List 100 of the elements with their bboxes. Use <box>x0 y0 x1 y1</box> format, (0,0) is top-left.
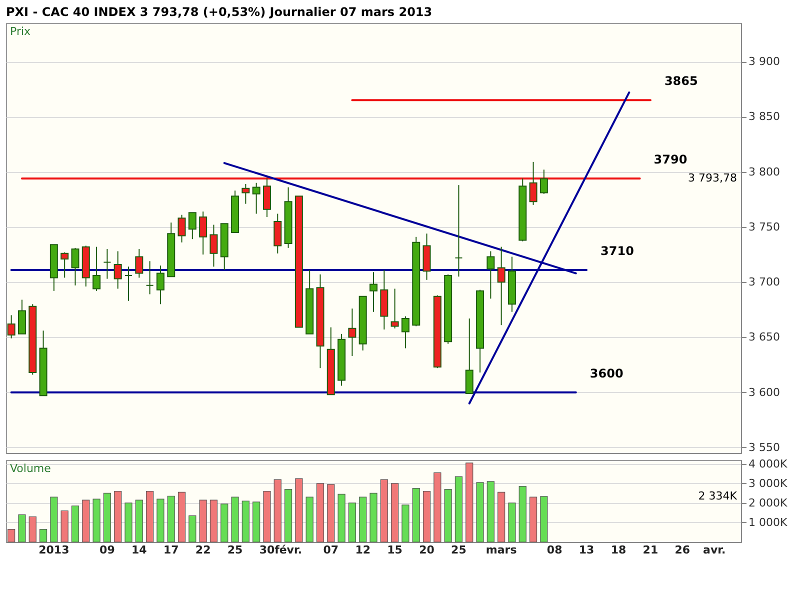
bar <box>103 492 111 542</box>
bar <box>359 496 367 542</box>
x-tick-label: 15 <box>387 544 402 556</box>
bar <box>39 529 48 542</box>
candlestick <box>103 248 112 280</box>
x-tick-label: 07 <box>323 544 339 556</box>
bar <box>242 500 250 542</box>
bar <box>529 496 538 542</box>
bar <box>316 483 324 542</box>
bar <box>402 504 410 542</box>
bar <box>71 506 80 542</box>
bar <box>199 500 207 542</box>
bar <box>60 510 68 542</box>
candlestick <box>124 266 132 302</box>
candlestick <box>529 161 538 206</box>
y-tick-label: 4 000K <box>748 457 788 470</box>
x-tick-label: 25 <box>451 544 466 556</box>
candlestick <box>18 299 26 334</box>
bar <box>476 482 484 542</box>
x-tick-label: févr. <box>274 544 302 556</box>
candlestick <box>199 211 208 256</box>
x-tick-label: 13 <box>578 544 594 556</box>
x-tick-label: 21 <box>642 544 658 556</box>
bar <box>167 496 175 542</box>
candlestick <box>401 316 410 349</box>
y-tick-label: 3 850 <box>748 110 780 124</box>
bar <box>252 502 260 542</box>
bar <box>348 502 356 542</box>
chart-title: PXI - CAC 40 INDEX 3 793,78 (+0,53%) Journalier 07 mars 2013 <box>6 5 432 19</box>
series-label: 3710 <box>600 244 634 258</box>
x-tick-label: 18 <box>610 544 626 556</box>
y-tick-label: 3 700 <box>748 276 780 289</box>
candlestick <box>210 224 218 268</box>
bar <box>156 498 164 542</box>
candlestick <box>540 169 548 194</box>
y-tick-label: 3 750 <box>748 220 780 234</box>
bar <box>135 500 143 542</box>
candlestick <box>252 182 260 214</box>
series-label: 3865 <box>664 74 698 88</box>
x-tick-label: 17 <box>163 544 179 556</box>
candlestick <box>465 318 474 394</box>
candlestick <box>71 247 80 286</box>
candlestick <box>146 260 154 295</box>
bar <box>284 488 292 542</box>
bar <box>188 515 196 542</box>
candlestick <box>454 184 463 278</box>
x-tick-label: 30 <box>259 544 275 556</box>
bar <box>18 514 26 542</box>
bar <box>466 462 474 542</box>
bar <box>92 498 100 542</box>
x-tick-label: 14 <box>131 544 148 556</box>
bar <box>391 483 399 542</box>
y-tick-label: 3 550 <box>748 440 780 454</box>
y-tick-label: 3 600 <box>748 386 780 399</box>
candlestick <box>370 272 378 312</box>
bar <box>178 492 186 542</box>
candlestick <box>262 178 271 218</box>
bar <box>8 529 16 542</box>
candlestick <box>348 308 356 356</box>
y-tick-label: 3 000K <box>748 476 788 490</box>
x-tick-label: 08 <box>546 544 562 556</box>
x-tick-label: avr. <box>703 544 726 556</box>
annotation: Prix <box>10 25 32 38</box>
x-tick-label: 09 <box>100 544 115 556</box>
y-tick-label: 1 000K <box>748 516 788 529</box>
bar <box>434 472 442 542</box>
annotation: Volume <box>10 462 52 475</box>
candlestick <box>156 265 164 305</box>
bar <box>486 481 494 542</box>
bar <box>338 494 346 542</box>
x-tick-label: 20 <box>419 544 435 556</box>
bar <box>518 486 526 542</box>
bar <box>498 492 506 542</box>
candlestick <box>242 183 250 204</box>
series-label: 3790 <box>654 152 688 166</box>
bar <box>412 488 420 542</box>
y-tick-label: 3 900 <box>748 55 780 68</box>
x-tick-label: mars <box>486 544 518 556</box>
y-tick-label: 3 800 <box>748 165 780 178</box>
x-tick-label: 12 <box>355 544 371 556</box>
x-tick-label: 26 <box>674 544 690 556</box>
bar <box>454 476 463 542</box>
bar <box>327 484 335 542</box>
candlestick <box>497 246 506 326</box>
bar <box>82 500 90 542</box>
bar <box>422 490 431 542</box>
series-label: 3600 <box>590 366 624 380</box>
bar <box>50 496 58 542</box>
x-tick-label: 2013 <box>38 544 70 556</box>
bar <box>220 504 228 542</box>
bar <box>124 502 132 542</box>
candlestick <box>390 288 399 329</box>
bar <box>444 488 452 542</box>
candlestick <box>486 250 495 300</box>
bar <box>210 500 218 542</box>
candlestick <box>92 246 101 292</box>
y-tick-label: 3 650 <box>748 330 780 344</box>
candlestick <box>188 212 196 240</box>
y-tick-label: 2 000K <box>748 496 788 510</box>
bar <box>306 496 314 542</box>
